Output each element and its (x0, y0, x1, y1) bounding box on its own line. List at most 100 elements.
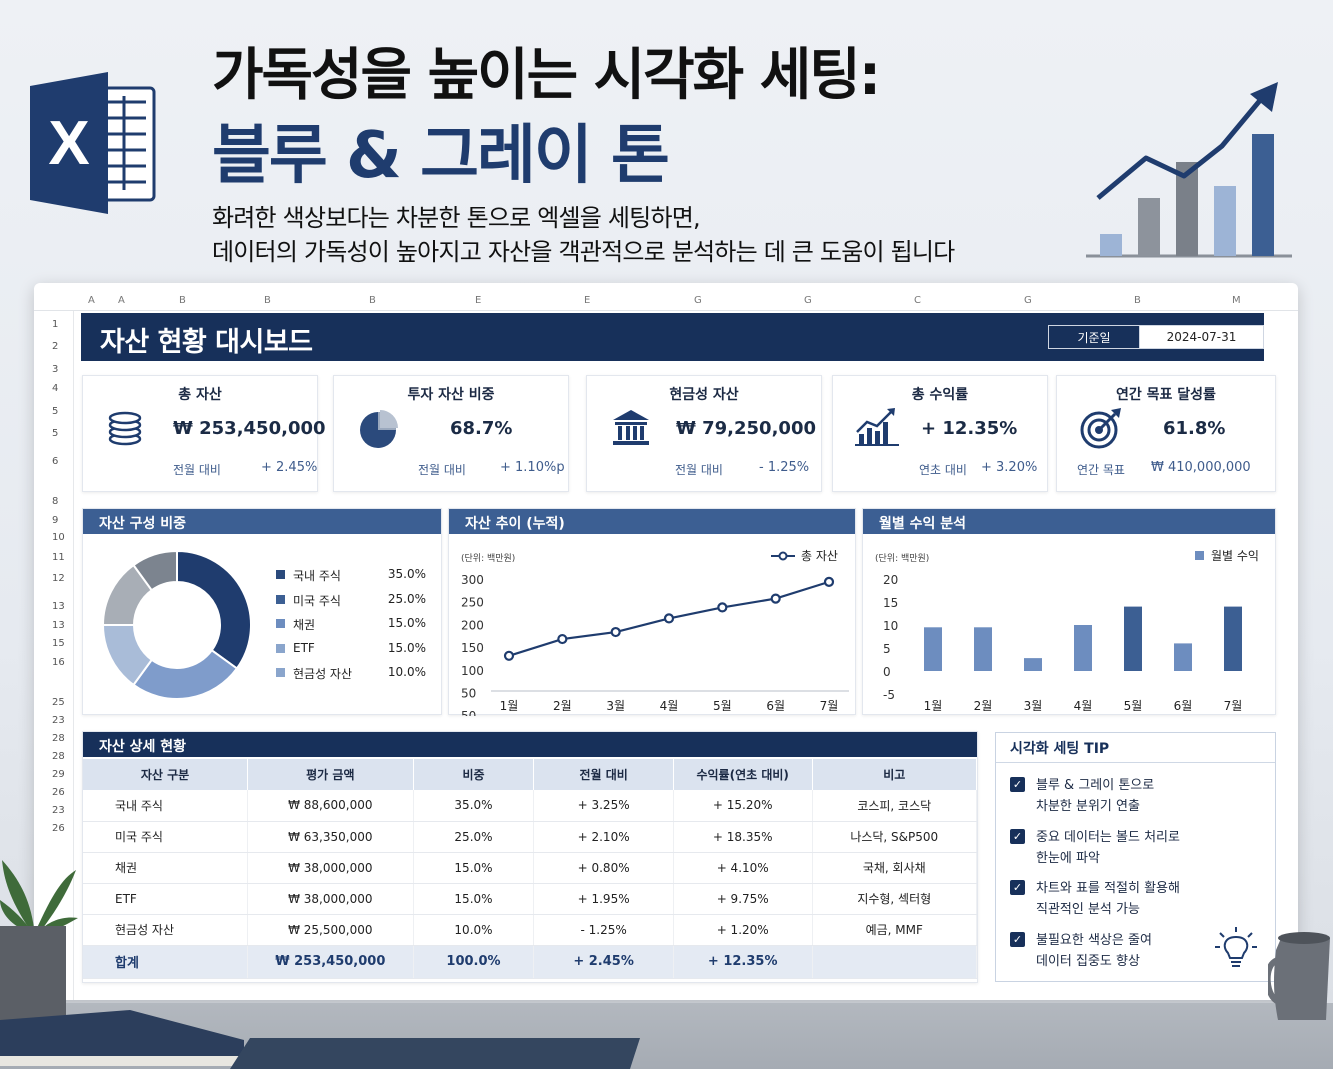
table-cell[interactable]: ₩ 63,350,000 (247, 821, 414, 853)
kpi-sub-value: ₩ 410,000,000 (1151, 460, 1251, 475)
table-cell[interactable]: ETF (83, 883, 248, 915)
kpi-value: + 12.35% (921, 418, 1018, 439)
row-number[interactable]: 1 (52, 319, 59, 330)
table-cell[interactable]: + 1.95% (533, 883, 674, 915)
column-letter[interactable]: A (88, 295, 95, 306)
table-cell[interactable]: 예금, MMF (812, 914, 977, 946)
tips-panel: 시각화 세팅 TIP ✓ 블루 & 그레이 톤으로 차분한 분위기 연출 ✓ 중요 데이… (995, 732, 1276, 982)
table-cell[interactable]: + 2.10% (533, 821, 674, 853)
column-letter[interactable]: M (1232, 295, 1241, 306)
table-cell[interactable]: + 18.35% (673, 821, 813, 853)
row-number[interactable]: 8 (52, 496, 59, 507)
table-cell[interactable]: + 0.80% (533, 852, 674, 884)
row-number[interactable]: 9 (52, 515, 59, 526)
row-number[interactable]: 29 (52, 769, 65, 780)
row-number[interactable]: 26 (52, 823, 65, 834)
table-total-cell[interactable]: + 12.35% (673, 945, 813, 979)
row-number[interactable]: 16 (52, 657, 65, 668)
table-cell[interactable]: + 1.20% (673, 914, 813, 946)
table-row[interactable]: 국내 주식 ₩ 88,600,000 35.0% + 3.25% + 15.20% 코스피… (83, 790, 977, 822)
row-number[interactable]: 12 (52, 573, 65, 584)
column-letter[interactable]: E (475, 295, 482, 306)
table-cell[interactable]: ₩ 38,000,000 (247, 883, 414, 915)
row-number[interactable]: 26 (52, 787, 65, 798)
row-number[interactable]: 28 (52, 751, 65, 762)
table-total-cell[interactable]: ₩ 253,450,000 (247, 945, 414, 979)
row-number[interactable]: 5 (52, 428, 59, 439)
column-letter[interactable]: G (804, 295, 812, 306)
row-number[interactable]: 23 (52, 805, 65, 816)
table-cell[interactable]: ₩ 25,500,000 (247, 914, 414, 946)
row-number[interactable]: 6 (52, 456, 59, 467)
table-cell[interactable]: 현금성 자산 (83, 914, 248, 946)
table-cell[interactable]: 코스피, 코스닥 (812, 790, 977, 822)
reference-date-value[interactable]: 2024-07-31 (1140, 326, 1263, 348)
table-cell[interactable]: 국내 주식 (83, 790, 248, 822)
table-cell[interactable]: + 4.10% (673, 852, 813, 884)
row-number[interactable]: 15 (52, 638, 65, 649)
table-total-cell[interactable]: 합계 (83, 945, 248, 979)
column-header-cell[interactable]: 전월 대비 (533, 759, 674, 790)
checkbox-checked-icon[interactable]: ✓ (1010, 828, 1025, 844)
table-cell[interactable]: 10.0% (413, 914, 535, 946)
page-title: 가독성을 높이는 시각화 세팅: (212, 43, 881, 108)
column-letter[interactable]: G (694, 295, 702, 306)
tip-item: ✓ 블루 & 그레이 톤으로 차분한 분위기 연출 (1010, 775, 1260, 819)
column-letter[interactable]: G (1024, 295, 1032, 306)
row-number[interactable]: 5 (52, 406, 59, 417)
row-number[interactable]: 23 (52, 715, 65, 726)
row-number[interactable]: 25 (52, 697, 65, 708)
row-number[interactable]: 13 (52, 620, 65, 631)
table-cell[interactable]: ₩ 88,600,000 (247, 790, 414, 822)
checkbox-checked-icon[interactable]: ✓ (1010, 880, 1025, 895)
data-point (610, 626, 621, 638)
kpi-card-cash-assets: 현금성 자산 ₩ 79,250,000 전월 대비 - 1.25% (586, 375, 822, 492)
column-header-cell[interactable]: 평가 금액 (247, 759, 414, 790)
column-header-cell[interactable]: 비중 (413, 759, 535, 790)
table-row[interactable]: 미국 주식 ₩ 63,350,000 25.0% + 2.10% + 18.35% 나스닥… (83, 821, 977, 853)
row-number[interactable]: 28 (52, 733, 65, 744)
table-total-row[interactable]: 합계 ₩ 253,450,000 100.0% + 2.45% + 12.35% (83, 945, 977, 979)
column-letter[interactable]: B (264, 295, 271, 306)
table-cell[interactable]: 채권 (83, 852, 248, 884)
table-cell[interactable]: - 1.25% (533, 914, 674, 946)
table-cell[interactable]: 지수형, 섹터형 (812, 883, 977, 915)
table-cell[interactable]: ₩ 38,000,000 (247, 852, 414, 884)
table-cell[interactable]: 25.0% (413, 821, 535, 853)
table-cell[interactable]: 15.0% (413, 883, 535, 915)
growth-chart-icon (855, 408, 899, 446)
row-number[interactable]: 11 (52, 552, 65, 563)
table-row[interactable]: 현금성 자산 ₩ 25,500,000 10.0% - 1.25% + 1.20% 예금,… (83, 914, 977, 946)
table-cell[interactable]: + 15.20% (673, 790, 813, 822)
checkbox-checked-icon[interactable]: ✓ (1010, 931, 1025, 947)
table-cell[interactable]: 미국 주식 (83, 821, 248, 853)
column-letter[interactable]: B (1134, 295, 1141, 306)
table-row[interactable]: ETF ₩ 38,000,000 15.0% + 1.95% + 9.75% 지수형, 섹… (83, 883, 977, 915)
row-number[interactable]: 2 (52, 341, 59, 352)
table-cell[interactable]: 35.0% (413, 790, 535, 822)
table-cell[interactable]: 국채, 회사채 (812, 852, 977, 884)
row-number[interactable]: 10 (52, 532, 65, 543)
tip-text: 블루 & 그레이 톤으로 차분한 분위기 연출 (1036, 775, 1154, 817)
checkbox-checked-icon[interactable]: ✓ (1010, 777, 1025, 792)
column-header-cell[interactable]: 자산 구분 (83, 759, 248, 790)
table-cell[interactable]: + 9.75% (673, 883, 813, 915)
row-number[interactable]: 13 (52, 601, 65, 612)
row-number[interactable]: 4 (52, 383, 59, 394)
column-letter[interactable]: C (914, 295, 921, 306)
column-letter[interactable]: B (369, 295, 376, 306)
table-cell[interactable]: + 3.25% (533, 790, 674, 822)
column-letter[interactable]: E (584, 295, 591, 306)
table-cell[interactable]: 나스닥, S&P500 (812, 821, 977, 853)
table-total-cell[interactable]: + 2.45% (533, 945, 674, 979)
row-number[interactable]: 3 (52, 364, 59, 375)
column-header-cell[interactable]: 수익률(연초 대비) (673, 759, 813, 790)
column-letter[interactable]: A (118, 295, 125, 306)
table-row[interactable]: 채권 ₩ 38,000,000 15.0% + 0.80% + 4.10% 국채, 회사채 (83, 852, 977, 884)
table-total-cell[interactable]: 100.0% (413, 945, 535, 979)
table-cell[interactable]: 15.0% (413, 852, 535, 884)
column-header-cell[interactable]: 비고 (812, 759, 977, 790)
table-total-cell[interactable] (812, 945, 977, 979)
legend-label: 총 자산 (801, 549, 838, 563)
column-letter[interactable]: B (179, 295, 186, 306)
